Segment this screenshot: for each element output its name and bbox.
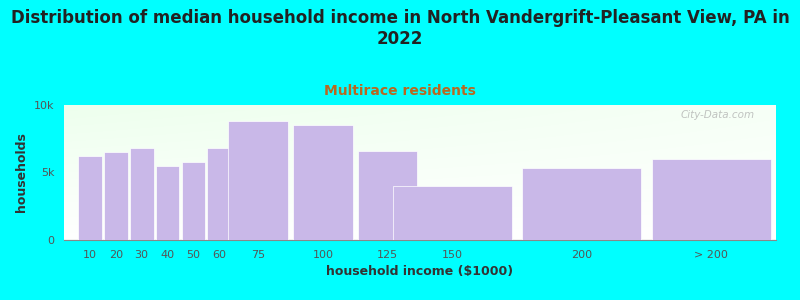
Bar xyxy=(182,162,206,240)
Bar xyxy=(207,148,231,240)
Bar xyxy=(358,151,418,240)
Bar xyxy=(104,152,128,240)
Bar xyxy=(393,186,512,240)
Y-axis label: households: households xyxy=(15,133,28,212)
Bar xyxy=(293,125,353,240)
Bar xyxy=(78,156,102,240)
Bar xyxy=(652,159,771,240)
Bar xyxy=(156,166,179,240)
Bar xyxy=(229,121,288,240)
Text: Distribution of median household income in North Vandergrift-Pleasant View, PA i: Distribution of median household income … xyxy=(10,9,790,48)
Text: Multirace residents: Multirace residents xyxy=(324,84,476,98)
Bar xyxy=(130,148,154,240)
X-axis label: household income ($1000): household income ($1000) xyxy=(326,265,514,278)
Bar xyxy=(522,168,642,240)
Text: City-Data.com: City-Data.com xyxy=(681,110,754,120)
